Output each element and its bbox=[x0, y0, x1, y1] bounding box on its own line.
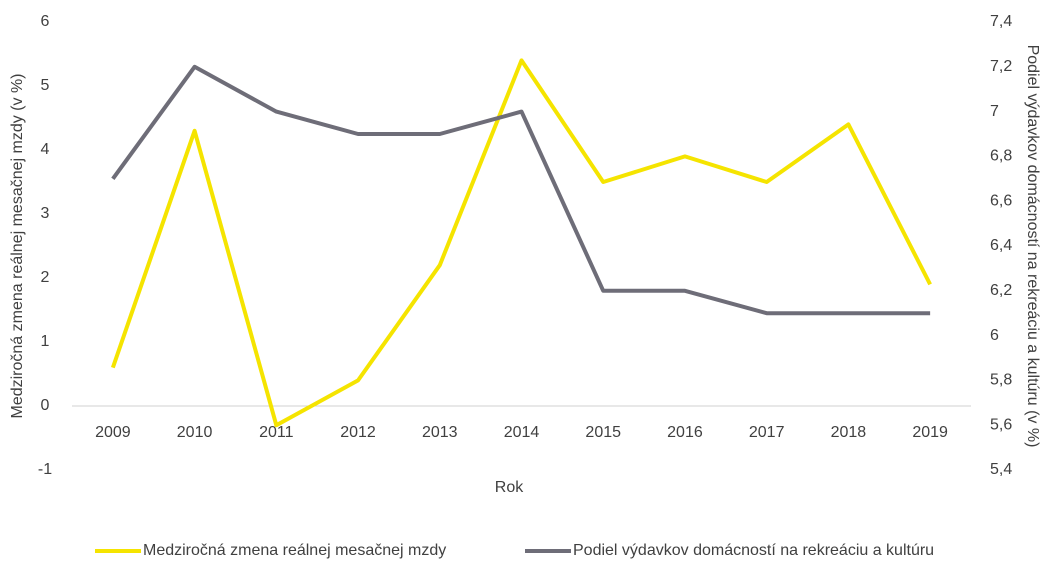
x-tick-label: 2010 bbox=[177, 424, 213, 441]
x-tick-label: 2015 bbox=[585, 424, 621, 441]
x-tick-label: 2012 bbox=[340, 424, 376, 441]
legend-label: Medziročná zmena reálnej mesačnej mzdy bbox=[143, 542, 446, 559]
legend-label: Podiel výdavkov domácností na rekreáciu … bbox=[573, 542, 934, 559]
y2-tick-label: 6,4 bbox=[990, 237, 1012, 254]
y-tick-label: 1 bbox=[41, 333, 50, 350]
y2-tick-label: 5,4 bbox=[990, 461, 1012, 478]
series-line bbox=[111, 64, 931, 316]
x-tick-label: 2014 bbox=[504, 424, 540, 441]
x-tick-label: 2019 bbox=[912, 424, 948, 441]
y2-tick-label: 5,6 bbox=[990, 416, 1012, 433]
y-tick-label: 4 bbox=[41, 141, 50, 158]
x-tick-label: 2017 bbox=[749, 424, 785, 441]
x-axis-label: Rok bbox=[495, 479, 524, 496]
y2-tick-label: 6,6 bbox=[990, 192, 1012, 209]
y2-tick-label: 6,8 bbox=[990, 148, 1012, 165]
y2-tick-label: 7,4 bbox=[990, 13, 1012, 30]
y2-tick-label: 6,2 bbox=[990, 282, 1012, 299]
y-tick-label: 6 bbox=[41, 13, 50, 30]
y2-tick-label: 6 bbox=[990, 327, 999, 344]
x-tick-label: 2011 bbox=[259, 424, 294, 441]
y-tick-label: 0 bbox=[41, 397, 50, 414]
y-tick-label: 3 bbox=[41, 205, 50, 222]
y-tick-label: 5 bbox=[41, 77, 50, 94]
y-tick-label: 2 bbox=[41, 269, 50, 286]
y2-tick-label: 7,2 bbox=[990, 58, 1012, 75]
y2-tick-label: 5,8 bbox=[990, 372, 1012, 389]
y-tick-label: -1 bbox=[38, 461, 52, 478]
x-tick-label: 2009 bbox=[95, 424, 131, 441]
y-axis-label: Medziročná zmena reálnej mesačnej mzdy (… bbox=[9, 73, 26, 418]
series-line bbox=[110, 58, 932, 428]
y2-tick-label: 7 bbox=[990, 103, 999, 120]
x-tick-label: 2016 bbox=[667, 424, 703, 441]
x-tick-label: 2013 bbox=[422, 424, 458, 441]
x-tick-label: 2018 bbox=[831, 424, 867, 441]
y2-axis-label: Podiel výdavkov domácností na rekreáciu … bbox=[1024, 45, 1041, 448]
